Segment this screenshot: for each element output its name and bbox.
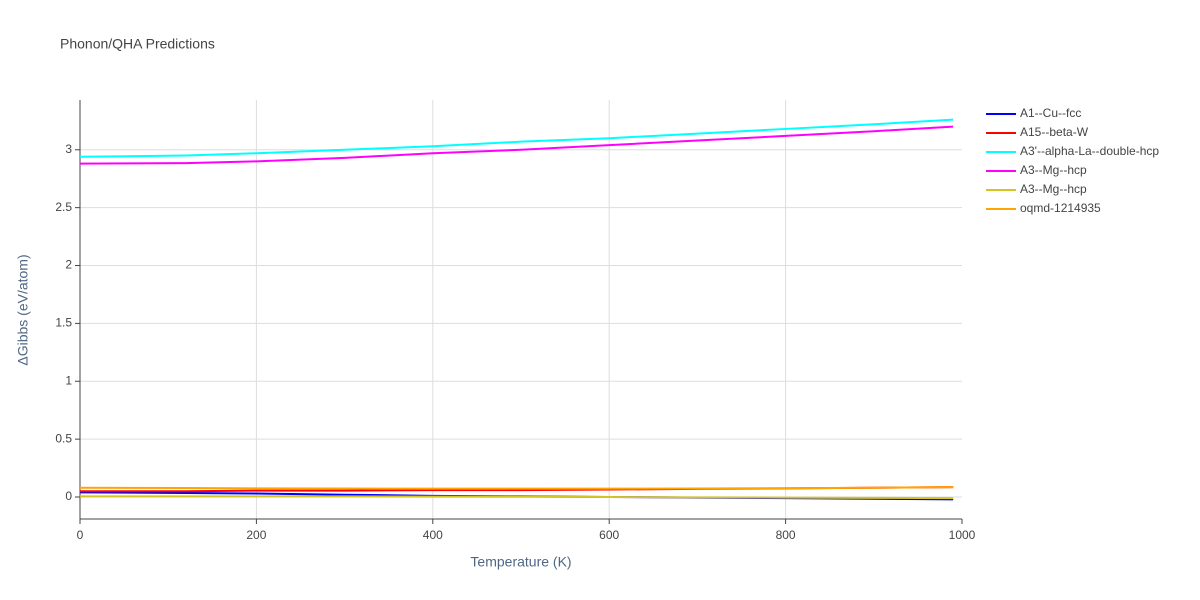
x-tick-label: 400	[423, 528, 443, 542]
y-tick-label: 1.5	[55, 316, 72, 330]
x-tick-label: 1000	[949, 528, 976, 542]
legend-label: A3--Mg--hcp	[1020, 182, 1087, 196]
line-series	[79, 125, 954, 165]
x-tick-label: 800	[776, 528, 796, 542]
y-tick-label: 0	[65, 489, 72, 503]
line-series	[79, 118, 954, 158]
y-tick-label: 2	[65, 258, 72, 272]
y-tick-label: 2.5	[55, 200, 72, 214]
y-tick-label: 0.5	[55, 431, 72, 445]
x-tick-label: 600	[599, 528, 619, 542]
y-tick-label: 1	[65, 373, 72, 387]
line-series	[80, 495, 954, 500]
legend-label: A15--beta-W	[1020, 125, 1089, 139]
chart-title: Phonon/QHA Predictions	[60, 36, 215, 52]
y-tick-label: 3	[65, 142, 72, 156]
x-axis-title: Temperature (K)	[470, 554, 571, 570]
legend-label: A3--Mg--hcp	[1020, 163, 1087, 177]
legend-label: A3'--alpha-La--double-hcp	[1020, 144, 1159, 158]
line-series	[79, 486, 954, 490]
x-tick-label: 200	[246, 528, 266, 542]
y-axis-title: ΔGibbs (eV/atom)	[15, 254, 31, 365]
legend-label: oqmd-1214935	[1020, 201, 1101, 215]
x-tick-label: 0	[77, 528, 84, 542]
legend-label: A1--Cu--fcc	[1020, 106, 1081, 120]
